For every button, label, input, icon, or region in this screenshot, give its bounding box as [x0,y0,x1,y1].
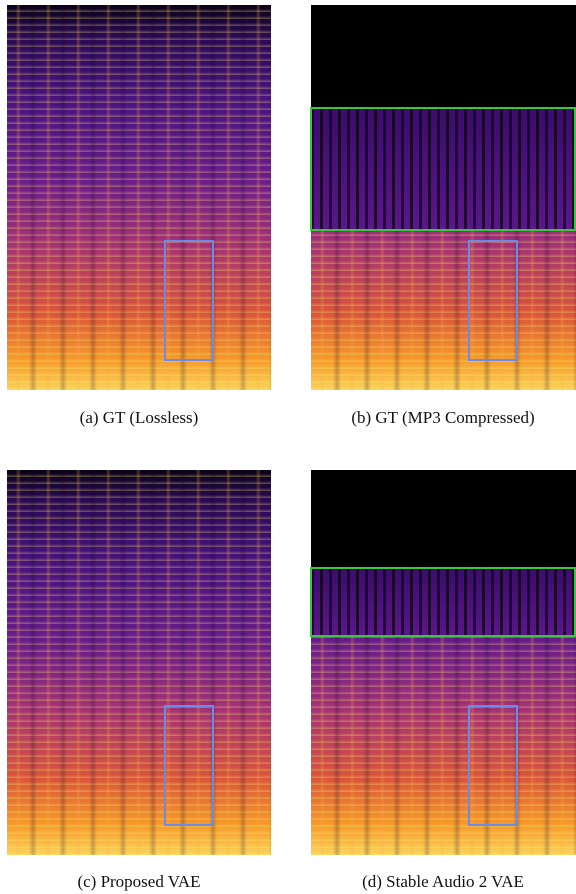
highlight-box [468,240,518,361]
spectrogram [311,470,576,855]
highlight-box [310,567,576,637]
caption: (b) GT (MP3 Compressed) [351,408,535,427]
spectrogram [311,5,576,390]
highlight-box [468,705,518,826]
caption: (c) Proposed VAE [77,872,201,891]
highlight-box [164,240,214,361]
highlight-box [164,705,214,826]
highlight-box [310,107,576,231]
spectrogram [7,470,271,855]
spectrogram [7,5,271,390]
caption: (d) Stable Audio 2 VAE [362,872,524,891]
caption: (a) GT (Lossless) [79,408,199,427]
